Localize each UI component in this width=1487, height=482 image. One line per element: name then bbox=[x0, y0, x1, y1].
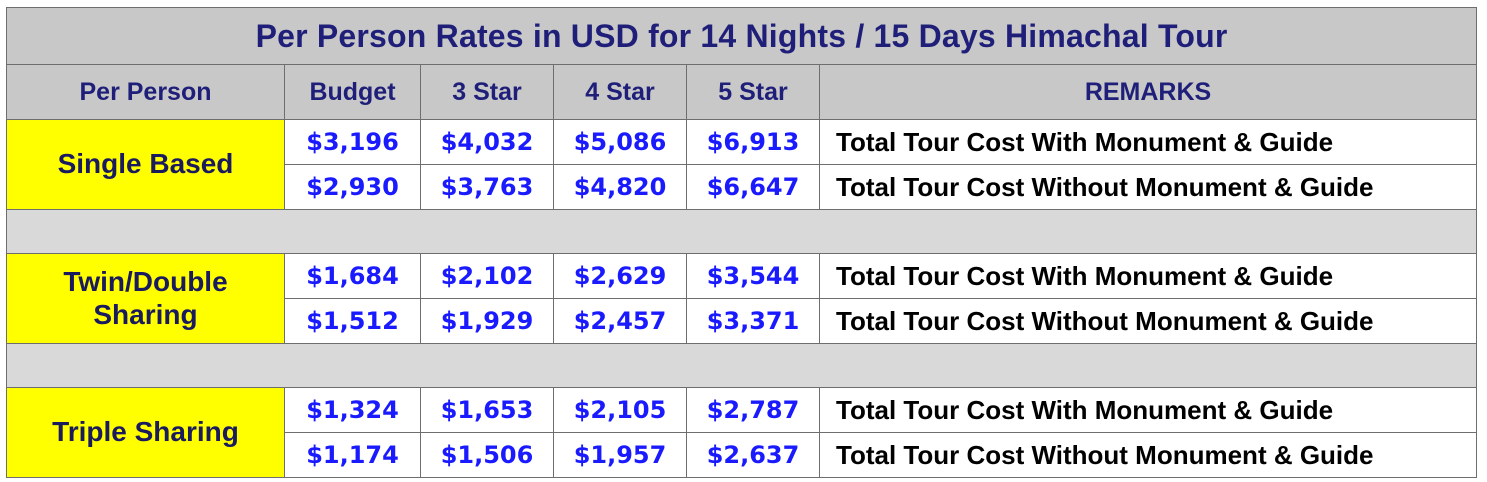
price-3-star: $1,653 bbox=[420, 387, 554, 433]
occupancy-label-line: Single Based bbox=[57, 148, 234, 180]
remark-text: Total Tour Cost Without Monument & Guide bbox=[818, 432, 1478, 478]
price-4-star: $2,105 bbox=[553, 387, 687, 433]
remark-text: Total Tour Cost With Monument & Guide bbox=[818, 119, 1478, 165]
price-3-star: $3,763 bbox=[420, 164, 554, 210]
table-row: $1,512 $1,929 $2,457 $3,371 Total Tour C… bbox=[7, 298, 1478, 344]
price-4-star: $2,457 bbox=[553, 298, 687, 344]
header-remarks: REMARKS bbox=[818, 64, 1478, 120]
separator-row bbox=[5, 209, 1478, 254]
header-budget: Budget bbox=[284, 64, 421, 120]
header-row: Per Person Budget 3 Star 4 Star 5 Star R… bbox=[6, 64, 1478, 120]
price-budget: $1,174 bbox=[284, 432, 421, 478]
occupancy-label-line: Triple Sharing bbox=[52, 416, 239, 448]
price-5-star: $2,637 bbox=[686, 432, 820, 478]
price-budget: $1,512 bbox=[284, 298, 421, 344]
price-4-star: $1,957 bbox=[553, 432, 687, 478]
price-budget: $1,324 bbox=[284, 387, 421, 433]
rates-table: Per Person Rates in USD for 14 Nights / … bbox=[5, 7, 1478, 478]
price-budget: $3,196 bbox=[284, 119, 421, 165]
occupancy-label-line: Twin/Double bbox=[63, 266, 228, 298]
header-4-star: 4 Star bbox=[553, 64, 687, 120]
separator-row bbox=[5, 343, 1478, 388]
table-row: Triple Sharing $1,324 $1,653 $2,105 $2,7… bbox=[6, 387, 1478, 478]
price-5-star: $3,371 bbox=[686, 298, 820, 344]
remark-text: Total Tour Cost Without Monument & Guide bbox=[818, 164, 1478, 210]
price-5-star: $6,647 bbox=[686, 164, 820, 210]
header-per-person: Per Person bbox=[6, 64, 285, 120]
occupancy-label-line: Sharing bbox=[93, 298, 198, 330]
price-3-star: $4,032 bbox=[420, 119, 554, 165]
occupancy-label-twin: Twin/Double Sharing bbox=[6, 253, 285, 344]
price-5-star: $2,787 bbox=[686, 387, 820, 433]
remark-text: Total Tour Cost With Monument & Guide bbox=[818, 253, 1478, 299]
separator-band bbox=[5, 343, 1478, 388]
price-5-star: $3,544 bbox=[686, 253, 820, 299]
price-4-star: $2,629 bbox=[553, 253, 687, 299]
remark-text: Total Tour Cost With Monument & Guide bbox=[818, 387, 1478, 433]
table-row: Twin/Double Sharing $1,684 $2,102 $2,629… bbox=[6, 253, 1478, 344]
occupancy-label-triple: Triple Sharing bbox=[6, 387, 285, 478]
price-4-star: $5,086 bbox=[553, 119, 687, 165]
table-row: Single Based $3,196 $4,032 $5,086 $6,913… bbox=[6, 119, 1478, 210]
price-3-star: $1,506 bbox=[420, 432, 554, 478]
price-3-star: $1,929 bbox=[420, 298, 554, 344]
price-4-star: $4,820 bbox=[553, 164, 687, 210]
title-row: Per Person Rates in USD for 14 Nights / … bbox=[5, 7, 1478, 65]
price-5-star: $6,913 bbox=[686, 119, 820, 165]
remark-text: Total Tour Cost Without Monument & Guide bbox=[818, 298, 1478, 344]
price-budget: $1,684 bbox=[284, 253, 421, 299]
price-3-star: $2,102 bbox=[420, 253, 554, 299]
header-3-star: 3 Star bbox=[420, 64, 554, 120]
table-row: $1,174 $1,506 $1,957 $2,637 Total Tour C… bbox=[7, 432, 1478, 478]
price-budget: $2,930 bbox=[284, 164, 421, 210]
occupancy-label-single: Single Based bbox=[6, 119, 285, 210]
separator-band bbox=[5, 209, 1478, 254]
header-5-star: 5 Star bbox=[686, 64, 820, 120]
table-row: $2,930 $3,763 $4,820 $6,647 Total Tour C… bbox=[7, 164, 1478, 210]
table-title: Per Person Rates in USD for 14 Nights / … bbox=[5, 7, 1478, 65]
